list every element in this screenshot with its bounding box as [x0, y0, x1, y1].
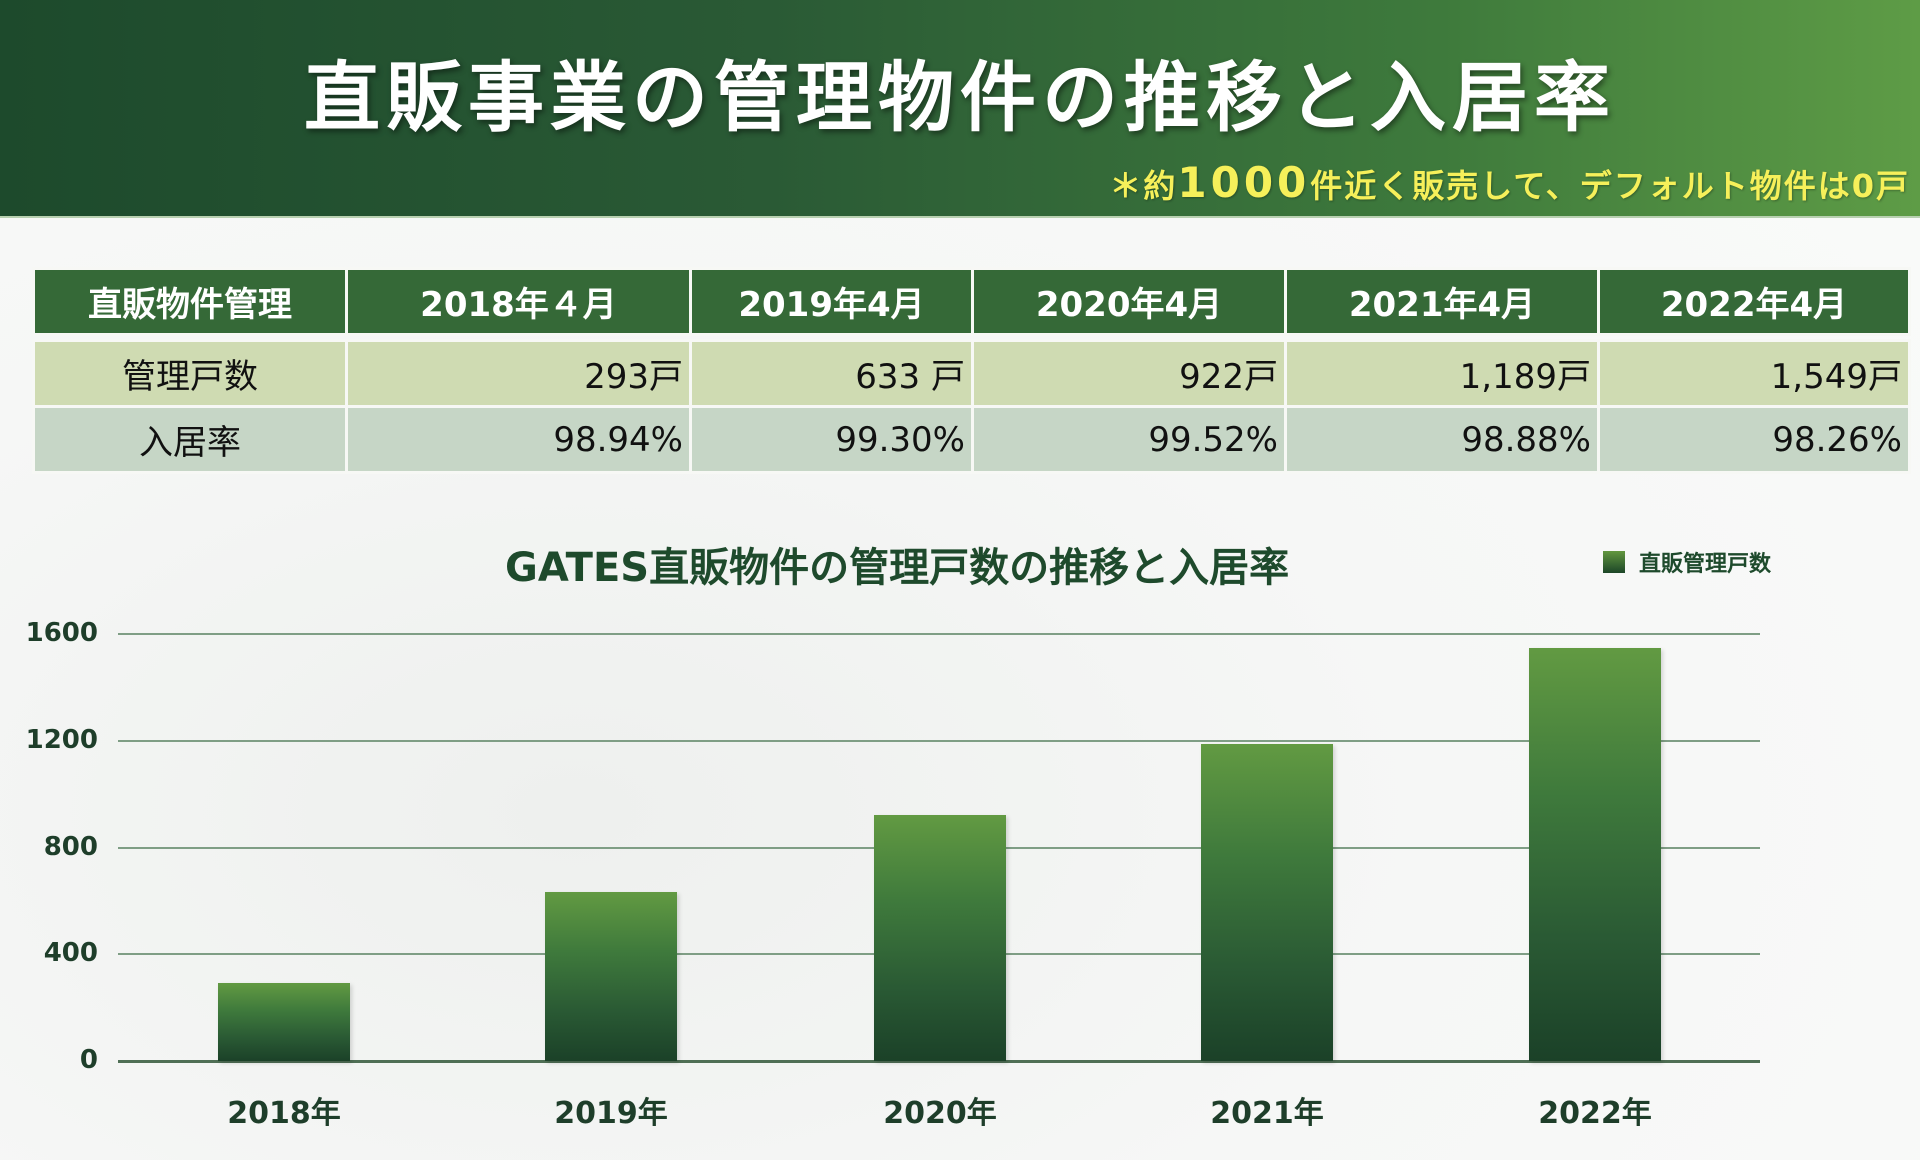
chart-legend: 直販管理戸数 — [1603, 546, 1771, 578]
header-banner: 直販事業の管理物件の推移と入居率 ＊約1000件近く販売して、デフォルト物件は0… — [0, 0, 1920, 218]
bar-2022年 — [1529, 647, 1661, 1061]
table-cell: 922戸 — [971, 339, 1287, 408]
table-row: 入居率 98.94% 99.30% 99.52% 98.88% 98.26% — [32, 405, 1911, 474]
table-cell: 98.26% — [1597, 405, 1911, 474]
y-axis-tick-label: 1600 — [25, 618, 98, 648]
table-cell: 98.88% — [1284, 405, 1600, 474]
legend-swatch — [1603, 551, 1625, 573]
legend-label: 直販管理戸数 — [1639, 552, 1772, 577]
table-header-cell: 2020年4月 — [971, 267, 1287, 336]
note-number: 1000 — [1177, 158, 1311, 207]
page-title: 直販事業の管理物件の推移と入居率 — [304, 53, 1616, 142]
table-header-row: 直販物件管理 2018年４月 2019年4月 2020年4月 2021年4月 2… — [32, 267, 1911, 336]
bar-2021年 — [1201, 743, 1333, 1061]
note-prefix: ＊約 — [1109, 167, 1178, 205]
header-note: ＊約1000件近く販売して、デフォルト物件は0戸 — [1109, 158, 1910, 207]
table-header-cell: 2022年4月 — [1597, 267, 1911, 336]
table-header-cell: 2021年4月 — [1284, 267, 1600, 336]
table-header-cell: 直販物件管理 — [32, 267, 348, 336]
y-axis-tick-label: 1200 — [25, 724, 98, 755]
table-cell: 99.52% — [971, 405, 1287, 474]
table-header-cell: 2019年4月 — [689, 267, 974, 336]
row-label: 管理戸数 — [32, 339, 348, 408]
gridline — [118, 1060, 1760, 1063]
table-cell: 1,549戸 — [1597, 339, 1911, 408]
x-axis-tick-label: 2020年 — [883, 1096, 997, 1131]
table-cell: 293戸 — [345, 339, 692, 408]
table-cell: 99.30% — [689, 405, 974, 474]
gridline — [118, 633, 1760, 635]
bar-2020年 — [874, 814, 1006, 1061]
x-axis-tick-label: 2021年 — [1210, 1096, 1324, 1131]
y-axis-tick-label: 400 — [43, 938, 98, 969]
table-header-cell: 2018年４月 — [345, 267, 692, 336]
table-row: 管理戸数 293戸 633 戸 922戸 1,189戸 1,549戸 — [32, 339, 1911, 408]
x-axis-tick-label: 2018年 — [227, 1096, 341, 1131]
table-cell: 98.94% — [345, 405, 692, 474]
chart-title: GATES直販物件の管理戸数の推移と入居率 — [505, 545, 1290, 591]
table-cell: 1,189戸 — [1284, 339, 1600, 408]
management-table: 直販物件管理 2018年４月 2019年4月 2020年4月 2021年4月 2… — [32, 267, 1911, 474]
gridline — [118, 739, 1760, 742]
y-axis-tick-label: 0 — [79, 1045, 98, 1075]
table-cell: 633 戸 — [689, 339, 974, 408]
y-axis-tick-label: 800 — [43, 831, 98, 862]
bar-2018年 — [218, 982, 350, 1061]
bar-2019年 — [545, 892, 677, 1061]
x-axis-tick-label: 2019年 — [554, 1096, 668, 1131]
x-axis-tick-label: 2022年 — [1538, 1096, 1652, 1131]
row-label: 入居率 — [32, 405, 348, 474]
note-suffix: 件近く販売して、デフォルト物件は0戸 — [1310, 167, 1910, 205]
